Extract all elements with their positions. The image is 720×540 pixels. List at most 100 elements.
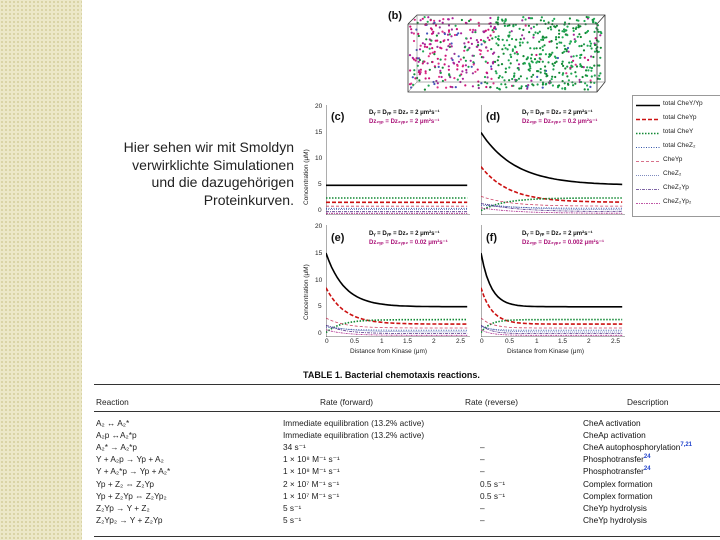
particle-dot bbox=[593, 74, 596, 77]
particle-dot bbox=[441, 21, 444, 24]
particle-dot bbox=[485, 85, 488, 89]
particle-dot bbox=[558, 71, 561, 74]
particle-dot bbox=[439, 58, 442, 61]
series-line bbox=[326, 287, 468, 325]
particle-dot bbox=[497, 76, 500, 79]
particle-dot bbox=[554, 38, 558, 41]
xtick: 2 bbox=[432, 338, 436, 345]
particle-dot bbox=[542, 19, 546, 22]
particle-dot bbox=[582, 49, 586, 52]
particle-dot bbox=[527, 16, 530, 20]
particle-dot bbox=[504, 47, 507, 50]
particle-dot bbox=[422, 50, 425, 53]
particle-dot bbox=[436, 86, 439, 89]
particle-dot bbox=[417, 32, 420, 35]
particle-dot bbox=[477, 44, 480, 47]
series-line bbox=[481, 329, 623, 336]
particle-dot bbox=[498, 74, 501, 78]
xtick: 1.5 bbox=[403, 338, 413, 345]
particle-dot bbox=[510, 30, 513, 33]
ytick: 20 bbox=[315, 103, 323, 110]
particle-dot bbox=[437, 32, 440, 35]
particle-dot bbox=[476, 41, 480, 44]
particle-dot bbox=[560, 62, 564, 65]
series-line bbox=[481, 317, 623, 329]
particle-dot bbox=[566, 65, 569, 68]
particle-dot bbox=[544, 53, 547, 56]
particle-dot bbox=[436, 57, 439, 60]
particle-dot bbox=[501, 76, 504, 79]
particle-dot bbox=[451, 86, 454, 89]
legend-label: total CheY bbox=[663, 128, 694, 135]
particle-dot bbox=[583, 19, 586, 23]
particle-dot bbox=[437, 65, 440, 68]
particle-dot bbox=[454, 86, 457, 89]
particle-dot bbox=[476, 68, 479, 71]
particle-dot bbox=[529, 67, 532, 70]
particle-dot bbox=[496, 18, 499, 21]
particle-dot bbox=[512, 24, 515, 27]
particle-dot bbox=[441, 66, 444, 69]
particle-dot bbox=[497, 38, 500, 41]
particle-dot bbox=[417, 71, 420, 74]
particle-dot bbox=[536, 75, 539, 78]
particle-dot bbox=[585, 31, 588, 34]
particle-dot bbox=[529, 57, 533, 60]
particle-dot bbox=[450, 35, 453, 38]
legend-label: total CheZ₂ bbox=[663, 142, 696, 149]
particle-dot bbox=[594, 37, 597, 40]
legend-label: CheYp bbox=[663, 156, 683, 163]
particle-dot bbox=[494, 36, 497, 39]
particle-dot bbox=[524, 24, 527, 27]
series-line bbox=[481, 132, 623, 186]
particle-dot bbox=[478, 48, 481, 52]
particle-dot bbox=[433, 19, 436, 22]
particle-dot bbox=[435, 79, 438, 83]
slide-caption: Hier sehen wir mit Smoldyn verwirklichte… bbox=[90, 139, 294, 209]
particle-dot bbox=[552, 64, 555, 67]
particle-dot bbox=[555, 36, 558, 39]
series-line bbox=[326, 252, 468, 308]
particle-dot bbox=[444, 58, 447, 61]
particle-dot bbox=[524, 18, 527, 21]
ytick: 0 bbox=[318, 330, 322, 337]
particle-dot bbox=[454, 24, 457, 27]
particle-dot bbox=[491, 37, 494, 40]
panel-f-eq2: Dᴢ₂ᵧₚ = Dᴢ₂ᵧₚ₂ = 0.002 μm²s⁻¹ bbox=[522, 240, 605, 246]
particle-dot bbox=[555, 24, 558, 27]
particle-dot bbox=[429, 19, 432, 22]
particle-dot bbox=[474, 29, 477, 32]
particle-dot bbox=[439, 46, 442, 49]
particle-dot bbox=[426, 32, 429, 35]
legend-swatch bbox=[636, 118, 660, 121]
particle-dot bbox=[511, 48, 514, 51]
particle-dot bbox=[568, 61, 571, 64]
particle-dot bbox=[472, 61, 475, 64]
particle-dot bbox=[584, 82, 587, 85]
particle-dot bbox=[480, 43, 483, 46]
particle-dot bbox=[561, 36, 564, 39]
particle-dot bbox=[501, 19, 504, 22]
ytick: 10 bbox=[315, 155, 323, 162]
particle-dot bbox=[556, 56, 559, 60]
particle-dot bbox=[491, 29, 494, 32]
y-axis-label: Concentration (μM) bbox=[303, 149, 310, 205]
particle-dot bbox=[533, 47, 536, 50]
reference-superscript: 24 bbox=[643, 454, 651, 461]
particle-dot bbox=[423, 43, 426, 46]
series-line bbox=[481, 324, 623, 334]
particle-dot bbox=[578, 78, 581, 81]
particle-dot bbox=[438, 26, 441, 29]
particle-dot bbox=[444, 54, 447, 57]
particle-dot bbox=[575, 75, 578, 78]
particle-dot bbox=[538, 60, 541, 64]
particle-dot bbox=[426, 62, 429, 65]
table-cell-reaction: Yp + Z₂ ⇔ Z₂Yp bbox=[96, 478, 155, 489]
particle-dot bbox=[516, 52, 519, 56]
particle-dot bbox=[588, 40, 592, 43]
particle-dot bbox=[538, 53, 541, 56]
particle-dot bbox=[421, 42, 424, 45]
particle-dot bbox=[485, 71, 488, 74]
particle-dot bbox=[538, 30, 541, 33]
header-rate-reverse: Rate (reverse) bbox=[465, 397, 519, 407]
